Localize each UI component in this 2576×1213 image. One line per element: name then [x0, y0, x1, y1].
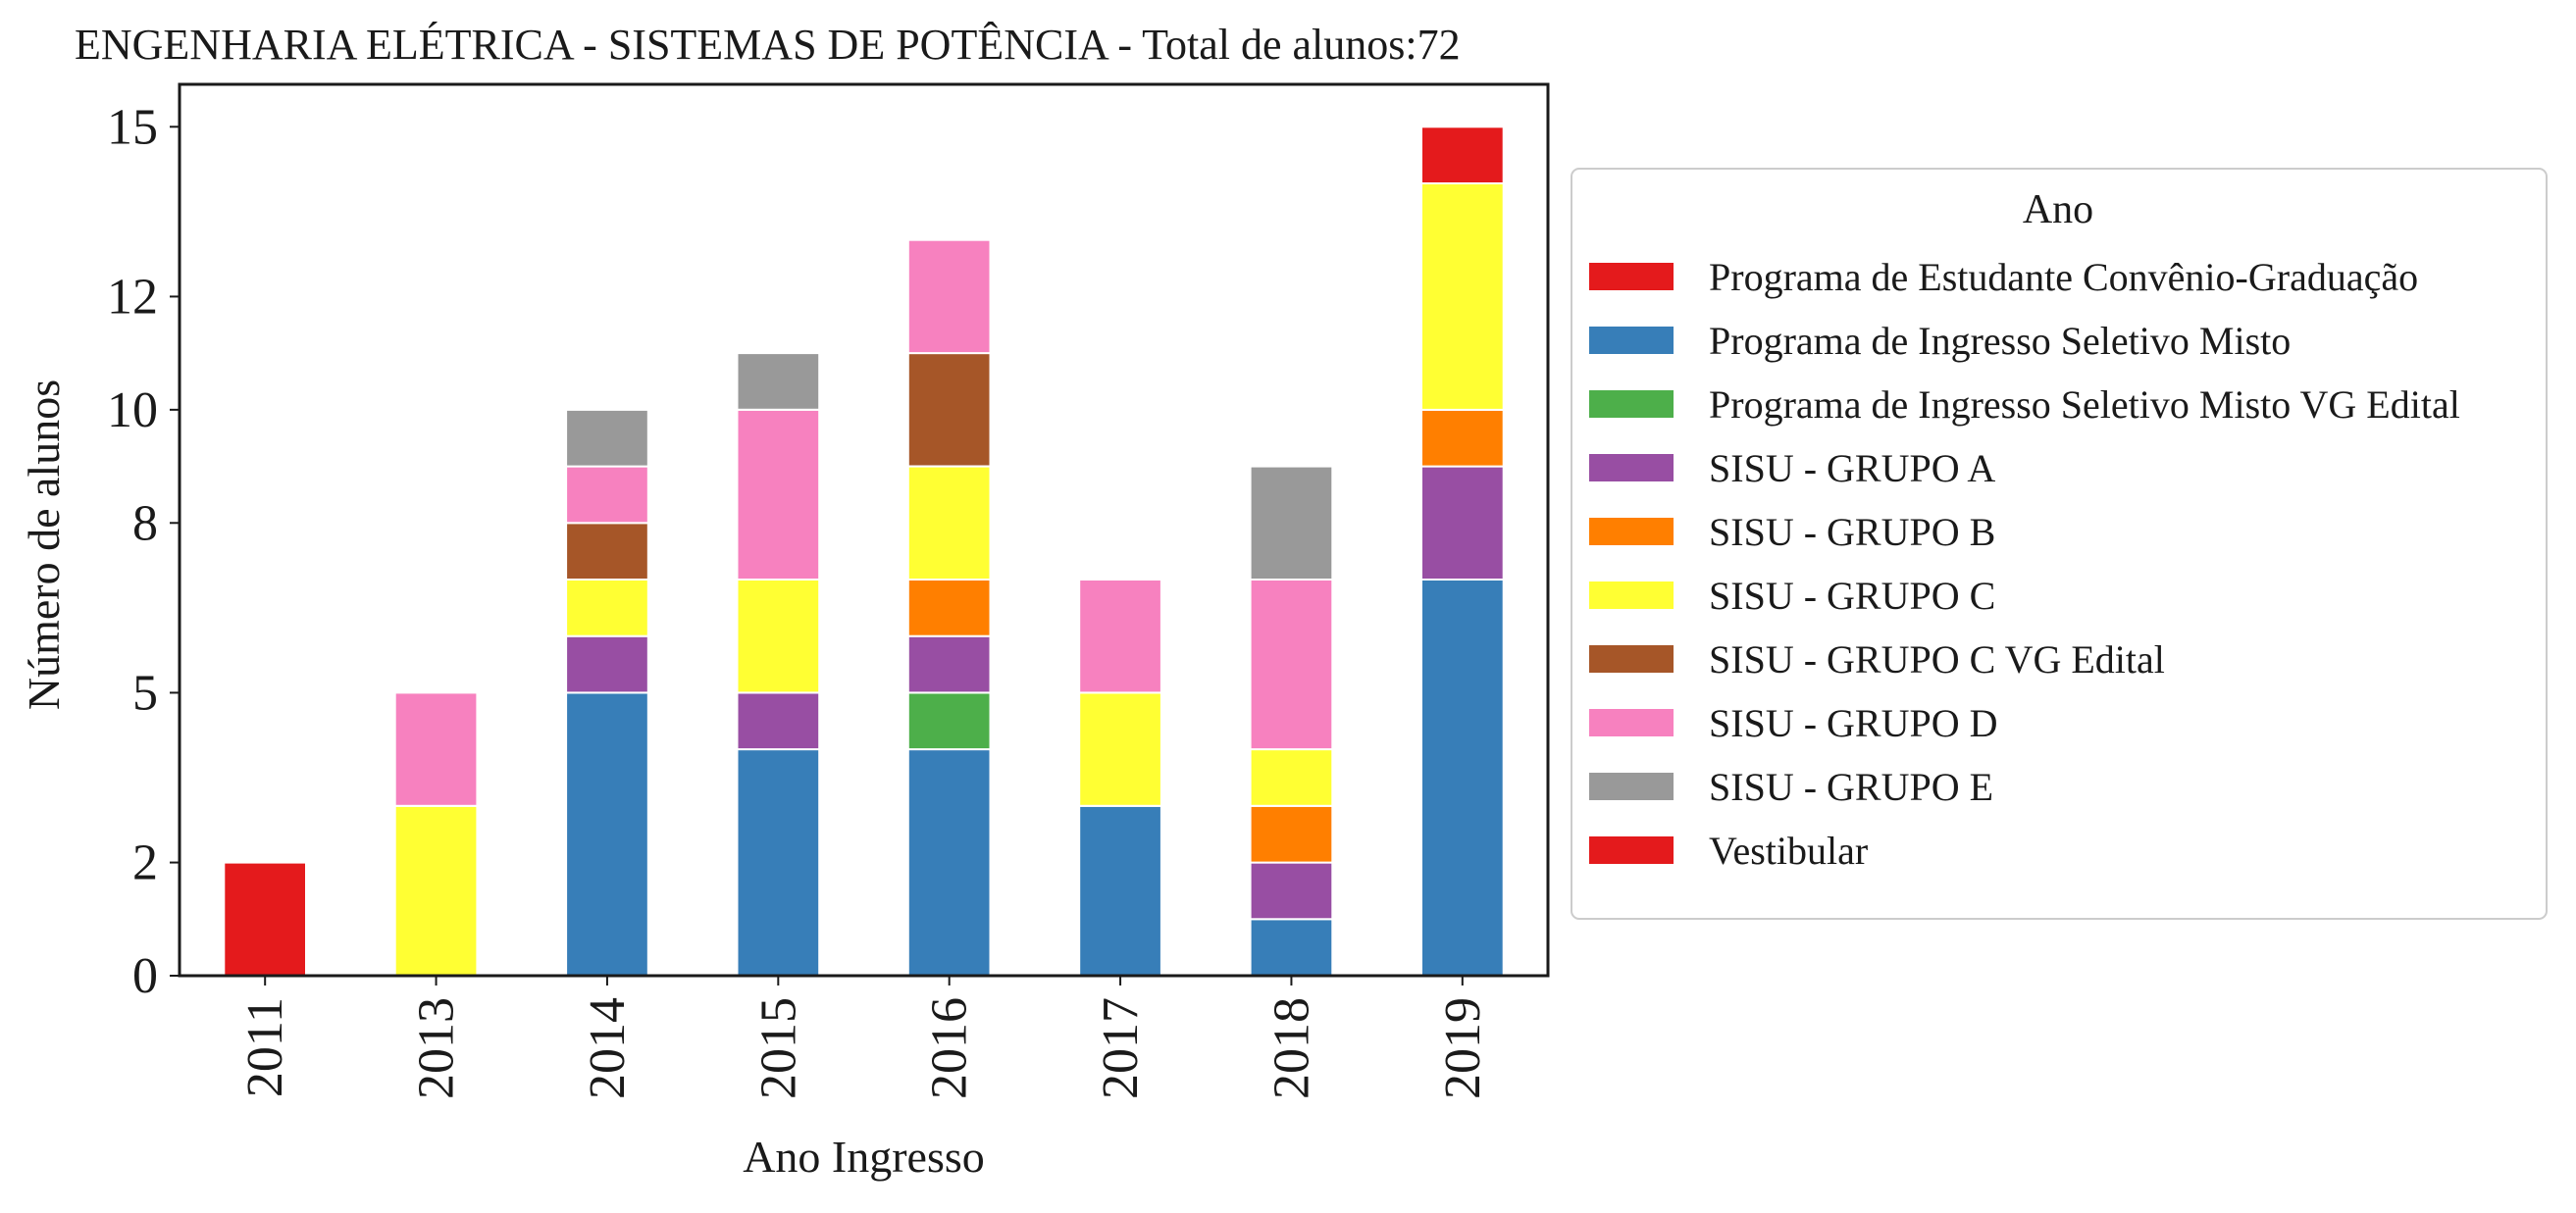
- legend-swatch: [1589, 454, 1674, 481]
- y-tick-label: 10: [107, 382, 158, 438]
- chart-title: ENGENHARIA ELÉTRICA - SISTEMAS DE POTÊNC…: [75, 21, 1461, 69]
- bar-segment-2019-series-5: [1420, 182, 1505, 411]
- bar-segment-2016-series-3: [906, 634, 992, 694]
- plot-frame: [178, 82, 1550, 978]
- legend-label: Programa de Estudante Convênio-Graduação: [1709, 255, 2418, 299]
- legend-label: SISU - GRUPO D: [1709, 701, 1998, 745]
- y-tick-label: 5: [132, 665, 158, 721]
- y-tick-label: 15: [107, 99, 158, 155]
- bar-segment-2013-series-5: [393, 804, 479, 978]
- bar-segment-2014-series-8: [565, 408, 649, 468]
- bar-segment-2015-series-5: [736, 579, 821, 694]
- bar-segment-2013-series-7: [393, 691, 479, 807]
- y-axis-ticks: 0 2 5 8 10 12 15: [107, 99, 180, 1004]
- legend-swatch: [1589, 709, 1674, 736]
- bar-segment-2016-series-6: [906, 352, 992, 468]
- x-tick-label: 2018: [1263, 997, 1319, 1099]
- bar-segment-2017-series-1: [1078, 804, 1162, 978]
- y-tick-label: 2: [132, 835, 158, 891]
- legend-label: SISU - GRUPO C VG Edital: [1709, 637, 2165, 682]
- bar-segment-2014-series-6: [565, 522, 649, 581]
- x-tick-label: 2017: [1093, 997, 1149, 1099]
- y-tick-label: 12: [107, 269, 158, 325]
- bars-layer: [223, 126, 1505, 978]
- bar-segment-2015-series-1: [736, 748, 821, 977]
- legend-label: SISU - GRUPO E: [1709, 765, 1993, 809]
- legend-swatch: [1589, 390, 1674, 418]
- bar-segment-2016-series-7: [906, 238, 992, 355]
- legend-swatch: [1589, 645, 1674, 673]
- bar-segment-2015-series-3: [736, 691, 821, 751]
- bar-segment-2014-series-3: [565, 634, 649, 694]
- legend-swatch: [1589, 518, 1674, 545]
- legend-swatch: [1589, 581, 1674, 609]
- legend-title: Ano: [2023, 187, 2093, 232]
- bar-segment-2015-series-7: [736, 408, 821, 581]
- legend: Ano Programa de Estudante Convênio-Gradu…: [1571, 168, 2548, 920]
- x-axis-ticks: 2011 2013 2014 2015 2016 2017 2018 2019: [237, 976, 1491, 1099]
- bar-segment-2014-series-5: [565, 579, 649, 637]
- bar-segment-2014-series-1: [565, 691, 649, 978]
- bar-segment-2016-series-2: [906, 691, 992, 751]
- bar-segment-2016-series-4: [906, 579, 992, 637]
- legend-items: Programa de Estudante Convênio-Graduação…: [1589, 255, 2460, 873]
- x-tick-label: 2015: [750, 997, 806, 1099]
- legend-label: SISU - GRUPO C: [1709, 574, 1995, 618]
- bar-segment-2019-series-1: [1420, 579, 1505, 977]
- legend-label: SISU - GRUPO A: [1709, 446, 1995, 490]
- x-tick-label: 2013: [409, 997, 465, 1099]
- legend-swatch: [1589, 773, 1674, 800]
- legend-label: Vestibular: [1709, 829, 1868, 873]
- y-axis-label: Número de alunos: [19, 379, 69, 710]
- bar-segment-2019-series-3: [1420, 465, 1505, 581]
- bar-segment-2018-series-7: [1249, 579, 1334, 751]
- legend-swatch: [1589, 327, 1674, 354]
- bar-segment-2018-series-3: [1249, 861, 1334, 921]
- bar-segment-2011-series-0: [223, 861, 307, 977]
- bar-segment-2018-series-4: [1249, 804, 1334, 864]
- bar-segment-2017-series-5: [1078, 691, 1162, 807]
- bar-segment-2018-series-1: [1249, 918, 1334, 977]
- legend-label: Programa de Ingresso Seletivo Misto VG E…: [1709, 382, 2460, 427]
- bar-segment-2018-series-8: [1249, 465, 1334, 581]
- legend-label: Programa de Ingresso Seletivo Misto: [1709, 319, 2291, 363]
- bar-segment-2018-series-5: [1249, 748, 1334, 807]
- x-tick-label: 2014: [580, 997, 636, 1099]
- bar-segment-2019-series-9: [1420, 126, 1505, 185]
- bar-segment-2017-series-7: [1078, 579, 1162, 694]
- bar-segment-2016-series-1: [906, 748, 992, 977]
- bar-segment-2015-series-8: [736, 352, 821, 411]
- legend-box: [1571, 168, 2548, 920]
- bar-segment-2019-series-4: [1420, 408, 1505, 468]
- x-tick-label: 2011: [237, 997, 293, 1097]
- legend-swatch: [1589, 263, 1674, 290]
- x-axis-label: Ano Ingresso: [743, 1132, 985, 1182]
- x-tick-label: 2016: [922, 997, 978, 1099]
- legend-swatch: [1589, 836, 1674, 864]
- legend-label: SISU - GRUPO B: [1709, 510, 1995, 554]
- y-tick-label: 0: [132, 948, 158, 1004]
- bar-segment-2014-series-7: [565, 465, 649, 525]
- y-tick-label: 8: [132, 495, 158, 551]
- x-tick-label: 2019: [1435, 997, 1491, 1099]
- bar-segment-2016-series-5: [906, 465, 992, 581]
